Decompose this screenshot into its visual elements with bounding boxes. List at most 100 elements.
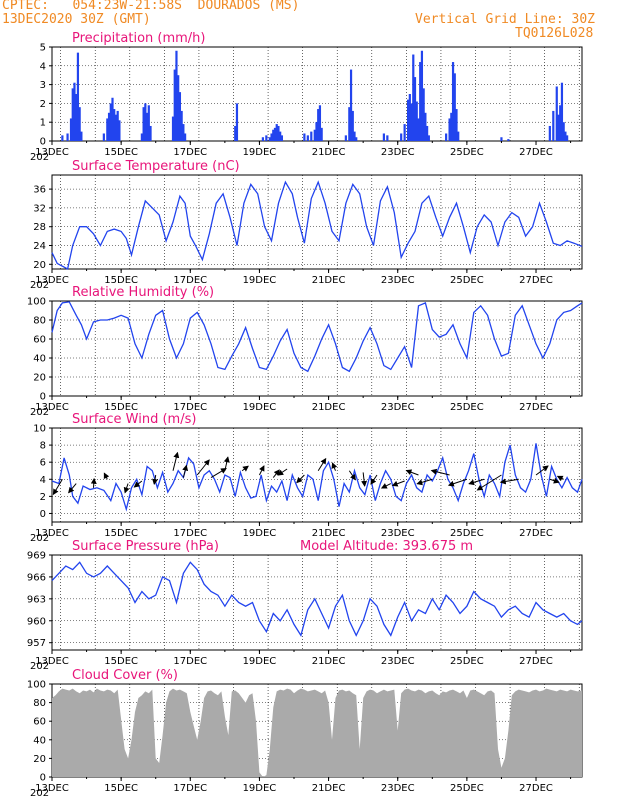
precip-bar xyxy=(113,109,116,141)
rh-ytick-label: 0 xyxy=(40,392,46,403)
wind-vector xyxy=(52,479,63,496)
precip-bar xyxy=(78,107,81,141)
precip-bar xyxy=(420,50,424,142)
temp-xtick-label: 17DEC xyxy=(173,275,207,286)
pres-panel xyxy=(49,554,583,654)
temp-panel xyxy=(49,174,583,273)
pres-ytick-label: 966 xyxy=(27,572,46,583)
precip-bar xyxy=(355,137,358,141)
precip-bar xyxy=(102,133,105,141)
precip-bar xyxy=(426,125,429,141)
temp-ytick-label: 32 xyxy=(33,203,46,214)
precip-bar xyxy=(353,131,356,141)
wind-series-line xyxy=(51,443,583,512)
wind-vector xyxy=(391,480,405,487)
pres-ytick-label: 957 xyxy=(27,638,46,649)
cloud-cover-area xyxy=(52,688,582,777)
precip-ytick-label: 1 xyxy=(40,118,46,129)
temp-title: Surface Temperature (nC) xyxy=(72,159,240,174)
wind-vector xyxy=(296,474,305,484)
precip-bar xyxy=(564,131,567,141)
precip-bar xyxy=(114,114,118,141)
precip-panel xyxy=(49,46,583,145)
temp-xtick-label: 25DEC xyxy=(450,275,484,286)
wind-vector xyxy=(499,478,519,485)
wind-xtick-label: 21DEC xyxy=(312,528,346,539)
wind-vector xyxy=(172,451,180,471)
wind-vector xyxy=(361,472,368,487)
temp-year-label: 202 xyxy=(30,280,49,291)
precip-bar xyxy=(562,122,565,141)
precip-bar xyxy=(386,135,389,141)
precip-bar xyxy=(422,88,425,141)
cloud-xtick-label: 21DEC xyxy=(312,783,346,794)
wind-vector xyxy=(468,478,485,486)
precip-bar xyxy=(145,112,149,141)
precip-xtick-label: 21DEC xyxy=(312,147,346,158)
rh-xtick-label: 23DEC xyxy=(381,402,415,413)
wind-xtick-label: 19DEC xyxy=(243,528,277,539)
precip-bar xyxy=(265,135,268,141)
precip-bar xyxy=(349,69,353,141)
rh-ytick-label: 100 xyxy=(27,297,46,308)
wind-xtick-label: 23DEC xyxy=(381,528,415,539)
rh-xtick-label: 17DEC xyxy=(173,402,207,413)
rh-xtick-label: 21DEC xyxy=(312,402,346,413)
wind-vector xyxy=(317,457,327,471)
rh-year-label: 202 xyxy=(30,407,49,418)
wind-vector xyxy=(133,480,143,488)
wind-xtick-label: 17DEC xyxy=(173,528,207,539)
precip-bar xyxy=(268,137,271,141)
precip-bar xyxy=(180,110,183,141)
precip-bar xyxy=(280,135,284,141)
cloud-xtick-label: 19DEC xyxy=(243,783,277,794)
cloud-panel xyxy=(49,683,583,781)
precip-xtick-label: 15DEC xyxy=(104,147,138,158)
precip-bar xyxy=(400,133,403,141)
precip-bar xyxy=(445,133,448,141)
cloud-ytick-label: 40 xyxy=(33,735,46,746)
precip-bar xyxy=(144,103,147,141)
wind-xtick-label: 13DEC xyxy=(35,528,69,539)
wind-vector xyxy=(152,474,158,485)
precip-bar xyxy=(457,131,460,141)
precip-bar xyxy=(317,109,320,141)
pres-ytick-label: 963 xyxy=(27,594,46,605)
precip-bar xyxy=(66,133,69,141)
precip-bar xyxy=(175,50,178,142)
precip-bar xyxy=(382,133,385,141)
cloud-xtick-label: 25DEC xyxy=(450,783,484,794)
temp-xtick-label: 21DEC xyxy=(312,275,346,286)
wind-vector xyxy=(430,468,450,476)
precip-bar xyxy=(235,103,239,141)
wind-vector xyxy=(68,483,77,494)
header-date-line: 13DEC2020 30Z (GMT) xyxy=(2,12,151,27)
rh-xtick-label: 19DEC xyxy=(243,402,277,413)
pres-xtick-label: 27DEC xyxy=(519,656,553,667)
temp-xtick-label: 19DEC xyxy=(243,275,277,286)
wind-xtick-label: 25DEC xyxy=(450,528,484,539)
wind-vector xyxy=(241,465,249,472)
cloud-ytick-label: 0 xyxy=(40,773,46,784)
precip-bar xyxy=(318,105,322,141)
precip-bar xyxy=(69,118,73,141)
rh-xtick-label: 15DEC xyxy=(104,402,138,413)
rh-frame xyxy=(51,300,583,397)
cloud-ytick-label: 80 xyxy=(33,698,46,709)
wind-ytick-label: 2 xyxy=(40,492,46,503)
temp-ytick-label: 20 xyxy=(33,260,46,271)
wind-title: Surface Wind (m/s) xyxy=(72,412,196,427)
precip-bar xyxy=(303,133,306,141)
precip-bar xyxy=(555,86,558,141)
precip-bar xyxy=(559,105,562,141)
pres-xtick-label: 15DEC xyxy=(104,656,138,667)
precip-bar xyxy=(560,82,564,141)
precip-bar xyxy=(548,125,551,141)
rh-panel xyxy=(49,300,583,400)
precip-bar xyxy=(275,124,278,141)
precip-ytick-label: 3 xyxy=(40,80,46,91)
wind-ytick-label: 4 xyxy=(40,475,46,486)
wind-vector xyxy=(103,472,110,480)
rh-xtick-label: 25DEC xyxy=(450,402,484,413)
pres-ytick-label: 960 xyxy=(27,616,46,627)
